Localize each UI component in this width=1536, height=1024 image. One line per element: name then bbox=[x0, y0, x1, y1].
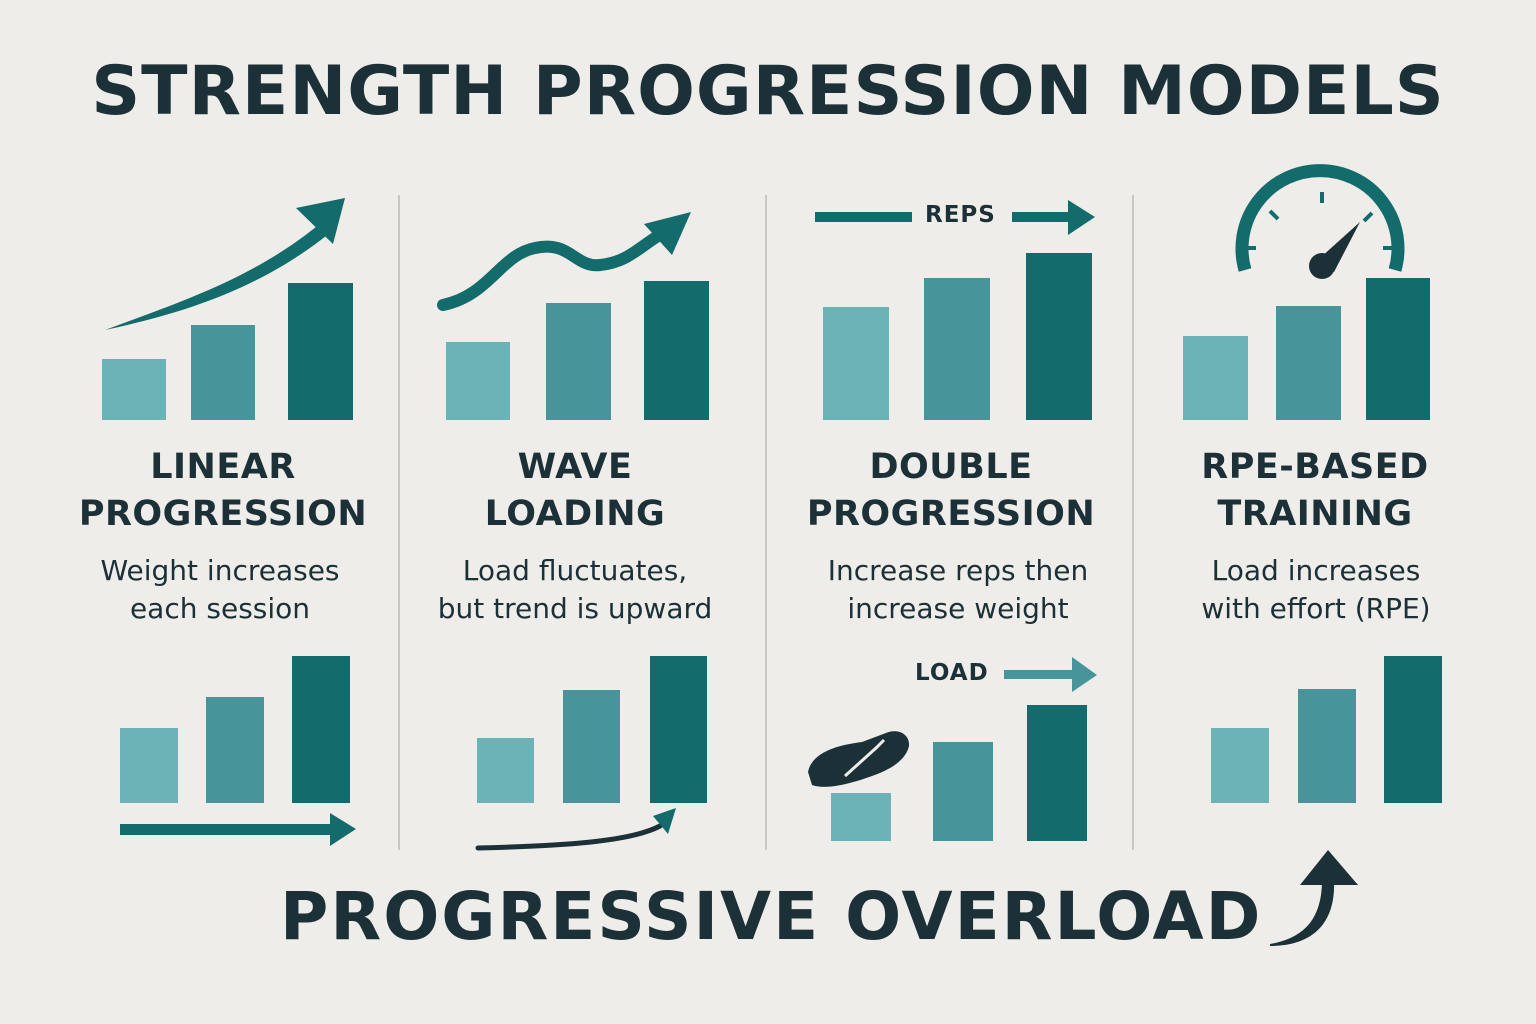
heading-line: WAVE bbox=[517, 447, 633, 487]
description-line: Increase reps then bbox=[827, 554, 1089, 587]
heading-line: LOADING bbox=[484, 494, 666, 534]
right-arrow-icon bbox=[120, 813, 356, 846]
reps-label: REPS bbox=[925, 202, 996, 228]
bar-large bbox=[1366, 278, 1430, 420]
panel-description-wave: Load fluctuates, but trend is upward bbox=[405, 552, 745, 628]
panel-divider bbox=[1132, 195, 1134, 850]
panel-description-rpe: Load increases with effort (RPE) bbox=[1146, 552, 1486, 628]
bar-medium bbox=[933, 742, 993, 841]
heading-line: RPE-BASED bbox=[1201, 447, 1429, 487]
bar-small bbox=[102, 359, 166, 420]
description-line: with effort (RPE) bbox=[1201, 592, 1431, 625]
curved-up-arrow-icon bbox=[105, 198, 345, 330]
bar-large bbox=[650, 656, 707, 803]
bar-chart-icon bbox=[831, 705, 1087, 841]
bar-large bbox=[644, 281, 709, 420]
description-line: Weight increases bbox=[100, 554, 340, 587]
heading-line: PROGRESSION bbox=[806, 494, 1096, 534]
bar-chart-icon bbox=[823, 253, 1092, 420]
description-line: increase weight bbox=[847, 592, 1069, 625]
load-label: LOAD bbox=[915, 660, 989, 686]
heading-line: LINEAR bbox=[150, 447, 296, 487]
bar-large bbox=[1384, 656, 1442, 803]
bar-medium bbox=[546, 303, 611, 420]
wave-arrow-icon bbox=[437, 212, 691, 311]
bar-small bbox=[477, 738, 534, 803]
bar-small bbox=[823, 307, 889, 420]
bar-chart-icon bbox=[1211, 656, 1442, 803]
heading-line: DOUBLE bbox=[869, 447, 1033, 487]
bar-large bbox=[292, 656, 350, 803]
panel-heading-linear: LINEAR PROGRESSION bbox=[58, 444, 388, 538]
description-line: Load fluctuates, bbox=[462, 554, 688, 587]
bar-medium bbox=[191, 325, 255, 420]
description-line: but trend is upward bbox=[437, 592, 713, 625]
bar-chart-icon bbox=[1183, 278, 1430, 420]
bar-small bbox=[1183, 336, 1248, 420]
panel-divider bbox=[398, 195, 400, 850]
bar-chart-icon bbox=[477, 656, 707, 803]
bar-medium bbox=[206, 697, 264, 803]
curved-arrow-icon bbox=[475, 808, 676, 851]
gauge-icon bbox=[1235, 164, 1405, 279]
panel-divider bbox=[765, 195, 767, 850]
page-title: STRENGTH PROGRESSION MODELS bbox=[91, 52, 1445, 131]
bar-medium bbox=[1276, 306, 1341, 420]
bar-small bbox=[120, 728, 178, 803]
footer-title: PROGRESSIVE OVERLOAD bbox=[280, 878, 1263, 955]
heading-line: PROGRESSION bbox=[78, 494, 368, 534]
panel-description-linear: Weight increases each session bbox=[50, 552, 390, 628]
bar-chart-icon bbox=[120, 656, 350, 803]
bar-chart-icon bbox=[446, 281, 709, 420]
reps-arrow-icon bbox=[815, 200, 1095, 235]
load-arrow-icon bbox=[1004, 657, 1097, 692]
bar-large bbox=[1027, 705, 1087, 841]
panel-heading-double: DOUBLE PROGRESSION bbox=[786, 444, 1116, 538]
bar-large bbox=[288, 283, 353, 420]
bar-large bbox=[1026, 253, 1092, 420]
bar-chart-icon bbox=[102, 283, 353, 420]
description-line: each session bbox=[129, 592, 311, 625]
panel-heading-rpe: RPE-BASED TRAINING bbox=[1150, 444, 1480, 538]
curved-up-arrow-icon bbox=[1270, 850, 1358, 946]
panel-heading-wave: WAVE LOADING bbox=[410, 444, 740, 538]
flexed-arm-icon bbox=[808, 731, 910, 787]
bar-small bbox=[446, 342, 510, 420]
bar-medium bbox=[563, 690, 620, 803]
panel-description-double: Increase reps then increase weight bbox=[788, 552, 1128, 628]
bar-medium bbox=[1298, 689, 1356, 803]
bar-medium bbox=[924, 278, 990, 420]
heading-line: TRAINING bbox=[1217, 494, 1413, 534]
description-line: Load increases bbox=[1211, 554, 1421, 587]
bar-small bbox=[1211, 728, 1269, 803]
bar-small bbox=[831, 793, 891, 841]
